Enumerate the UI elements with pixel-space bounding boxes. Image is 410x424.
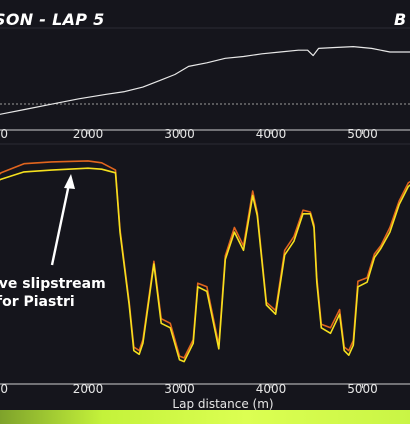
- series-line: [0, 45, 410, 115]
- elevation-panel: 000 2000 3000 4000 5000: [0, 27, 410, 141]
- annotation-group: ive slipstream for Piastri: [0, 174, 106, 310]
- annotation-line-1: ive slipstream: [0, 276, 106, 292]
- annotation-arrow-shaft: [50, 183, 71, 266]
- x-tick-label: 4000: [256, 127, 287, 141]
- x-tick-label: 5000: [347, 127, 378, 141]
- x-tick-label: 2000: [73, 127, 104, 141]
- x-tick-label: 000: [0, 382, 8, 396]
- x-axis-label: Lap distance (m): [172, 397, 273, 410]
- x-tick-label: 3000: [164, 127, 195, 141]
- annotation-line-2: for Piastri: [0, 294, 75, 310]
- series-line: [0, 167, 410, 363]
- annotation-arrow-head: [64, 174, 75, 189]
- x-tick-label: 000: [0, 127, 8, 141]
- chart-title-right: B: [394, 10, 407, 29]
- speed-panel: 000 2000 3000 4000 5000: [0, 143, 410, 396]
- x-tick-label: 5000: [347, 382, 378, 396]
- chart-title: SON - LAP 5: [0, 10, 105, 29]
- series-line: [0, 160, 410, 359]
- x-tick-label: 2000: [73, 382, 104, 396]
- accent-band: [0, 410, 410, 424]
- title-bar: SON - LAP 5 B: [0, 0, 410, 44]
- x-tick-label: 3000: [164, 382, 195, 396]
- x-tick-label: 4000: [256, 382, 287, 396]
